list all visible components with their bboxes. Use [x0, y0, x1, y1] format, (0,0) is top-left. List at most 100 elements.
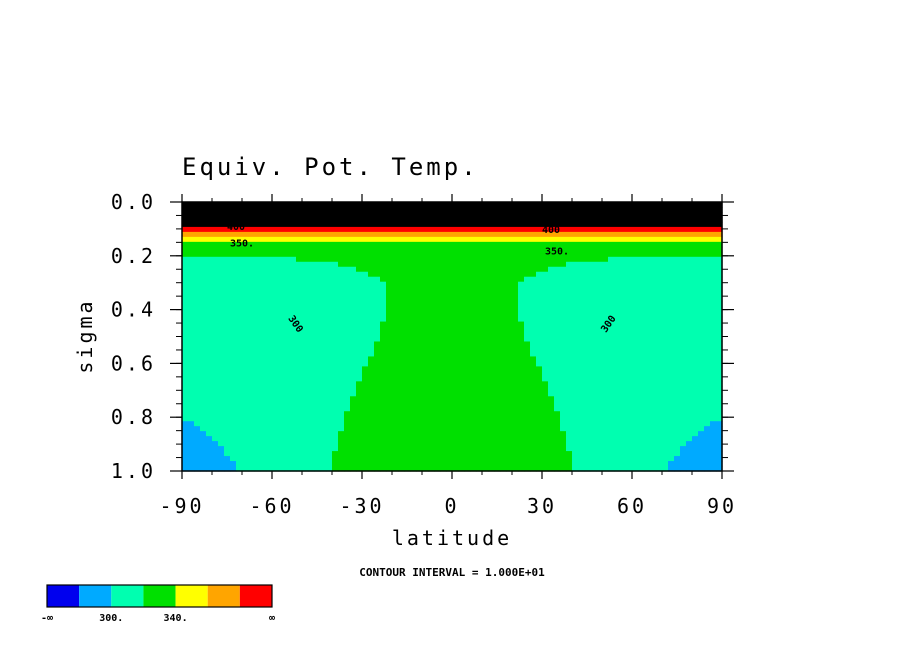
- contour-fill-cell: [674, 206, 681, 213]
- contour-fill-cell: [206, 451, 213, 457]
- contour-fill-cell: [182, 431, 189, 437]
- contour-fill-cell: [434, 351, 441, 358]
- contour-fill-cell: [224, 316, 231, 323]
- contour-fill-cell: [284, 396, 291, 402]
- contour-fill-cell: [380, 336, 387, 343]
- contour-fill-cell: [464, 356, 471, 363]
- contour-fill-cell: [260, 241, 267, 248]
- contour-fill-cell: [674, 266, 681, 273]
- contour-fill-cell: [716, 386, 723, 392]
- contour-fill-cell: [434, 266, 441, 273]
- contour-fill-cell: [290, 411, 297, 417]
- contour-fill-cell: [470, 401, 477, 407]
- contour-fill-cell: [302, 421, 309, 427]
- contour-fill-cell: [332, 326, 339, 333]
- contour-fill-cell: [512, 226, 519, 233]
- contour-fill-cell: [638, 391, 645, 397]
- contour-fill-cell: [716, 426, 723, 432]
- contour-fill-cell: [698, 202, 705, 208]
- contour-fill-cell: [542, 291, 549, 298]
- contour-fill-cell: [638, 221, 645, 228]
- contour-fill-cell: [332, 211, 339, 218]
- contour-fill-cell: [524, 306, 531, 313]
- contour-fill-cell: [428, 321, 435, 328]
- contour-fill-cell: [698, 451, 705, 457]
- contour-fill-cell: [470, 301, 477, 308]
- contour-fill-cell: [404, 291, 411, 298]
- contour-fill-cell: [212, 406, 219, 412]
- contour-fill-cell: [644, 371, 651, 377]
- contour-fill-cell: [350, 276, 357, 283]
- contour-fill-cell: [470, 381, 477, 387]
- contour-fill-cell: [506, 341, 513, 348]
- contour-fill-cell: [320, 356, 327, 363]
- contour-fill-cell: [668, 296, 675, 303]
- contour-fill-cell: [314, 236, 321, 243]
- contour-fill-cell: [680, 316, 687, 323]
- contour-fill-cell: [392, 316, 399, 323]
- contour-fill-cell: [398, 211, 405, 218]
- contour-fill-cell: [500, 366, 507, 372]
- contour-fill-cell: [380, 381, 387, 387]
- contour-fill-cell: [398, 291, 405, 298]
- contour-fill-cell: [188, 361, 195, 367]
- contour-fill-cell: [320, 461, 327, 467]
- contour-fill-cell: [380, 241, 387, 248]
- contour-fill-cell: [302, 226, 309, 233]
- contour-fill-cell: [362, 431, 369, 437]
- contour-fill-cell: [434, 236, 441, 243]
- contour-fill-cell: [284, 401, 291, 407]
- contour-fill-cell: [608, 366, 615, 372]
- contour-fill-cell: [608, 231, 615, 238]
- contour-fill-cell: [644, 381, 651, 387]
- contour-fill-cell: [188, 451, 195, 457]
- contour-fill-cell: [452, 346, 459, 353]
- contour-fill-cell: [320, 346, 327, 353]
- contour-fill-cell: [410, 281, 417, 288]
- contour-fill-cell: [272, 311, 279, 318]
- contour-fill-cell: [524, 261, 531, 268]
- contour-fill-cell: [518, 436, 525, 442]
- contour-fill-cell: [452, 421, 459, 427]
- contour-fill-cell: [350, 281, 357, 288]
- contour-fill-cell: [326, 461, 333, 467]
- contour-fill-cell: [374, 351, 381, 358]
- contour-fill-cell: [686, 426, 693, 432]
- contour-fill-cell: [512, 406, 519, 412]
- contour-fill-cell: [428, 271, 435, 278]
- contour-fill-cell: [410, 431, 417, 437]
- contour-fill-cell: [692, 266, 699, 273]
- contour-fill-cell: [554, 202, 561, 208]
- contour-fill-cell: [398, 336, 405, 343]
- contour-fill-cell: [260, 251, 267, 258]
- contour-fill-cell: [716, 286, 723, 293]
- contour-fill-cell: [530, 281, 537, 288]
- contour-fill-cell: [488, 346, 495, 353]
- contour-fill-cell: [410, 216, 417, 223]
- contour-fill-cell: [380, 401, 387, 407]
- contour-fill-cell: [692, 226, 699, 233]
- contour-fill-cell: [446, 381, 453, 387]
- contour-fill-cell: [410, 206, 417, 213]
- contour-fill-cell: [398, 241, 405, 248]
- contour-fill-cell: [410, 271, 417, 278]
- contour-fill-cell: [458, 306, 465, 313]
- contour-fill-cell: [458, 301, 465, 308]
- contour-fill-cell: [704, 316, 711, 323]
- contour-fill-cell: [320, 281, 327, 288]
- contour-fill-cell: [614, 331, 621, 338]
- contour-fill-cell: [266, 271, 273, 278]
- contour-fill-cell: [296, 356, 303, 363]
- contour-fill-cell: [560, 316, 567, 323]
- contour-fill-cell: [356, 311, 363, 318]
- y-tick-label: 1.0: [111, 459, 156, 483]
- contour-fill-cell: [662, 361, 669, 367]
- contour-fill-cell: [632, 321, 639, 328]
- contour-fill-cell: [704, 241, 711, 248]
- contour-fill-cell: [542, 266, 549, 273]
- contour-fill-cell: [254, 441, 261, 447]
- contour-fill-cell: [494, 236, 501, 243]
- contour-fill-cell: [464, 316, 471, 323]
- contour-fill-cell: [362, 451, 369, 457]
- contour-fill-cell: [680, 276, 687, 283]
